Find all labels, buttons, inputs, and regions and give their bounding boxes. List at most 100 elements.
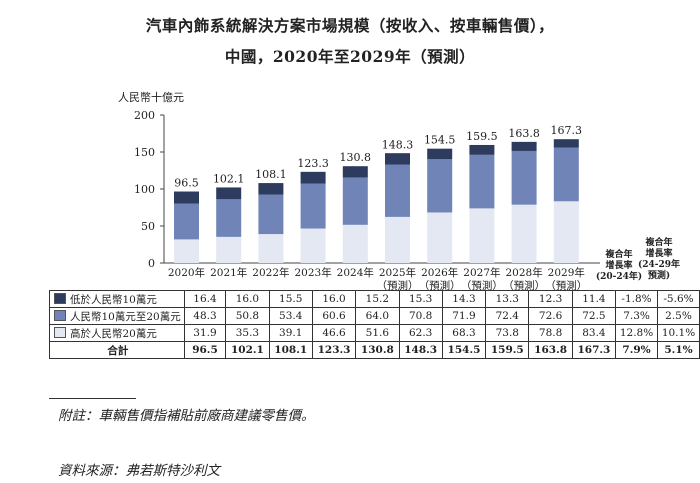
bar-segment	[385, 153, 410, 165]
x-tick-labels: 2020年 2021年 2022年 2023年 2024年 2025年（預測）2026年（…	[168, 266, 587, 290]
legend-swatch	[54, 326, 66, 338]
source-note: 資料來源：弗若斯特沙利文	[58, 463, 220, 479]
legend-swatch	[54, 292, 66, 304]
table-cell: 35.3	[225, 324, 270, 342]
table-cell: 130.8	[355, 341, 400, 359]
row-label-cell: 高於人民幣20萬元	[49, 324, 185, 342]
bar-segment	[342, 224, 368, 263]
row-label-cell: 人民幣10萬元至20萬元	[49, 307, 185, 325]
table-cell: 16.4	[183, 290, 227, 308]
table-cell: 154.5	[441, 341, 487, 359]
bar-segment	[174, 191, 199, 204]
cagr-header-2-line4: 預測)	[648, 269, 670, 281]
bar-segment	[300, 183, 326, 229]
x-tick-label: 2024年	[337, 266, 374, 279]
table-cell: 39.1	[268, 324, 313, 342]
chart-title-line2: 中國，2020年至2029年（預測）	[224, 47, 476, 66]
y-tick-label: 100	[134, 183, 155, 196]
table-cell: 123.3	[311, 341, 357, 359]
cagr-header-1-line1: 複合年	[604, 248, 632, 260]
bar-segment	[174, 203, 199, 240]
table-cell: 108.1	[268, 341, 313, 359]
bar-segment	[174, 239, 199, 263]
table-cell: 102.1	[225, 341, 270, 359]
table-cell: 62.3	[398, 324, 443, 342]
x-forecast-label: （預測）	[503, 279, 545, 290]
table-cell: 13.3	[485, 290, 530, 308]
bar-segment	[258, 234, 284, 263]
bar-segment	[385, 164, 410, 217]
bar-segment	[300, 171, 326, 184]
bar-segment	[511, 141, 537, 151]
table-cell: 15.2	[355, 290, 400, 308]
y-tick-label: 50	[141, 220, 155, 233]
footnote: 附註：車輛售價指補貼前廠商建議零售價。	[58, 408, 315, 424]
total-value-label: 96.5	[174, 177, 199, 190]
row-label: 低於人民幣10萬元	[70, 293, 157, 306]
table-cell: 11.4	[571, 290, 617, 308]
table-row: 高於人民幣20萬元 31.9 35.3 39.1 46.6 51.6 62.3 68.3 73.…	[49, 324, 700, 342]
x-tick-label: 2022年	[252, 266, 289, 279]
bar-segment	[385, 216, 410, 263]
row-label: 人民幣10萬元至20萬元	[70, 310, 181, 323]
cagr-cell: 5.1%	[656, 341, 700, 359]
table-cell: 15.3	[398, 290, 443, 308]
table-cell: 83.4	[571, 324, 617, 342]
bar-segment	[427, 159, 453, 213]
cagr-header-1-line2: 增長率	[605, 259, 632, 271]
x-forecast-label: （預測）	[545, 279, 587, 290]
table-cell: 167.3	[571, 341, 617, 359]
row-label-cell: 合計	[49, 341, 185, 359]
table-cell: 163.8	[528, 341, 573, 359]
x-tick-label: 2021年	[210, 266, 247, 279]
total-labels: 96.5 102.1 108.1 123.3 130.8 148.3 154.5 159.5 1…	[174, 124, 582, 189]
bar-segment	[469, 208, 495, 263]
x-tick-label: 2023年	[294, 266, 331, 279]
table-cell: 68.3	[441, 324, 487, 342]
total-value-label: 159.5	[466, 130, 498, 143]
table-cell: 46.6	[311, 324, 357, 342]
table-cell: 53.4	[268, 307, 313, 325]
y-tick-label: 0	[148, 257, 155, 270]
x-forecast-label: （預測）	[419, 279, 461, 290]
total-value-label: 123.3	[297, 157, 329, 170]
bar-segment	[553, 139, 579, 148]
bar-segment	[427, 148, 453, 160]
bar-segment	[300, 228, 326, 263]
table-cell: 64.0	[355, 307, 400, 325]
y-ticks: 0 50 100 150 200	[134, 109, 164, 270]
total-value-label: 130.8	[340, 151, 372, 164]
table-cell: 72.5	[571, 307, 617, 325]
table-cell: 14.3	[441, 290, 487, 308]
cagr-header-1-line3: (20-24年)	[596, 270, 642, 282]
bar-segment	[553, 147, 579, 202]
bar-segment	[342, 166, 368, 178]
table-cell: 148.3	[398, 341, 443, 359]
cagr-cell: -1.8%	[615, 290, 658, 308]
row-label: 高於人民幣20萬元	[70, 327, 157, 340]
table-row: 人民幣10萬元至20萬元 48.3 50.8 53.4 60.6 64.0 70.8 71.9…	[49, 307, 700, 325]
bar-segment	[511, 204, 537, 263]
bar-segment	[427, 212, 453, 263]
bar-segment	[511, 150, 537, 205]
stacked-bar-chart: 人民幣十億元 0 50 100 150 200 96.5 102.1 108.1 123.3 1…	[118, 90, 680, 290]
table-cell: 71.9	[441, 307, 487, 325]
cagr-cell: 7.3%	[615, 307, 658, 325]
table-cell: 70.8	[398, 307, 443, 325]
cagr-cell: 10.1%	[656, 324, 700, 342]
table-cell: 72.6	[528, 307, 573, 325]
table-row: 低於人民幣10萬元 16.4 16.0 15.5 16.0 15.2 15.3 14.3 13.…	[49, 290, 700, 308]
bar-segment	[469, 154, 495, 209]
table-cell: 73.8	[485, 324, 530, 342]
x-forecast-label: （預測）	[461, 279, 503, 290]
total-value-label: 148.3	[382, 138, 414, 151]
table-total-row: 合計 96.5 102.1 108.1 123.3 130.8 148.3 154.5 159.…	[49, 341, 700, 359]
y-axis-unit-label: 人民幣十億元	[118, 90, 184, 104]
table-cell: 60.6	[311, 307, 357, 325]
cagr-cell: -5.6%	[656, 290, 700, 308]
table-cell: 15.5	[268, 290, 313, 308]
bar-segment	[216, 199, 242, 237]
total-value-label: 102.1	[213, 172, 245, 185]
x-tick-label: 2028年	[505, 266, 542, 279]
x-tick-label: 2025年	[379, 266, 416, 279]
